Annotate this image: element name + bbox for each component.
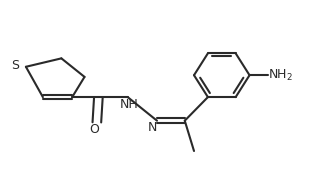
Text: NH: NH (120, 98, 138, 111)
Text: S: S (11, 60, 19, 72)
Text: O: O (89, 123, 99, 136)
Text: N: N (148, 121, 157, 134)
Text: NH$_2$: NH$_2$ (268, 68, 293, 83)
